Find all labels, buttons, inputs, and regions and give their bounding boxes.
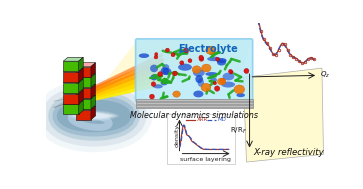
Ellipse shape xyxy=(236,93,245,97)
Polygon shape xyxy=(95,40,251,90)
Ellipse shape xyxy=(201,64,211,72)
Circle shape xyxy=(180,61,184,65)
Polygon shape xyxy=(91,95,95,109)
Ellipse shape xyxy=(234,85,245,94)
Text: R/R$_F$: R/R$_F$ xyxy=(231,125,247,136)
Polygon shape xyxy=(76,63,95,67)
Ellipse shape xyxy=(160,80,168,85)
Circle shape xyxy=(151,82,156,86)
Text: density: density xyxy=(175,124,180,147)
Ellipse shape xyxy=(153,84,163,88)
Text: X-ray reflectivity: X-ray reflectivity xyxy=(253,148,324,157)
Ellipse shape xyxy=(193,91,204,97)
Circle shape xyxy=(244,68,249,74)
FancyBboxPatch shape xyxy=(63,61,79,71)
Text: MD: MD xyxy=(218,117,227,122)
Ellipse shape xyxy=(205,72,218,76)
Ellipse shape xyxy=(162,64,169,70)
Circle shape xyxy=(220,78,225,84)
Text: surface layering: surface layering xyxy=(180,157,231,162)
Text: $Q_z$: $Q_z$ xyxy=(321,70,331,81)
FancyBboxPatch shape xyxy=(136,99,253,108)
Polygon shape xyxy=(79,100,83,114)
Circle shape xyxy=(154,55,158,59)
Ellipse shape xyxy=(163,68,171,75)
FancyBboxPatch shape xyxy=(76,67,91,77)
Text: XRR: XRR xyxy=(196,117,208,122)
Ellipse shape xyxy=(161,67,169,75)
Ellipse shape xyxy=(221,81,235,88)
Circle shape xyxy=(229,70,233,74)
Circle shape xyxy=(150,94,154,99)
Ellipse shape xyxy=(195,75,203,83)
Ellipse shape xyxy=(139,53,149,58)
Circle shape xyxy=(216,57,219,61)
Ellipse shape xyxy=(193,69,205,77)
FancyBboxPatch shape xyxy=(76,77,91,87)
Polygon shape xyxy=(63,68,83,72)
FancyBboxPatch shape xyxy=(63,104,79,114)
Polygon shape xyxy=(76,95,95,99)
Circle shape xyxy=(215,86,220,91)
Circle shape xyxy=(172,71,177,76)
Polygon shape xyxy=(79,57,83,71)
Polygon shape xyxy=(91,63,95,77)
FancyBboxPatch shape xyxy=(76,110,91,120)
Text: Electrolyte: Electrolyte xyxy=(178,44,238,54)
Polygon shape xyxy=(244,68,323,162)
Circle shape xyxy=(158,72,163,77)
Ellipse shape xyxy=(207,57,220,61)
Circle shape xyxy=(171,53,175,57)
FancyBboxPatch shape xyxy=(76,88,91,98)
FancyBboxPatch shape xyxy=(63,94,79,104)
Ellipse shape xyxy=(192,66,201,73)
Ellipse shape xyxy=(151,74,158,80)
Ellipse shape xyxy=(178,64,192,71)
Circle shape xyxy=(188,59,192,63)
Ellipse shape xyxy=(216,58,227,63)
FancyBboxPatch shape xyxy=(167,114,235,164)
Polygon shape xyxy=(63,79,83,83)
Circle shape xyxy=(199,56,204,61)
Ellipse shape xyxy=(205,46,215,54)
Polygon shape xyxy=(95,40,251,94)
Ellipse shape xyxy=(210,77,217,83)
Polygon shape xyxy=(79,90,83,104)
FancyBboxPatch shape xyxy=(63,83,79,93)
Circle shape xyxy=(213,81,216,85)
Ellipse shape xyxy=(201,83,211,91)
FancyBboxPatch shape xyxy=(136,39,253,102)
Circle shape xyxy=(229,69,232,73)
Ellipse shape xyxy=(217,59,226,66)
Polygon shape xyxy=(91,74,95,87)
Polygon shape xyxy=(63,90,83,94)
Ellipse shape xyxy=(178,50,189,54)
Polygon shape xyxy=(63,57,83,61)
Polygon shape xyxy=(63,100,83,104)
Circle shape xyxy=(155,53,158,56)
Polygon shape xyxy=(76,106,95,110)
Ellipse shape xyxy=(150,65,158,72)
Ellipse shape xyxy=(173,91,180,97)
Polygon shape xyxy=(79,68,83,82)
Circle shape xyxy=(199,55,203,60)
Polygon shape xyxy=(76,74,95,77)
Text: Molecular dynamics simulations: Molecular dynamics simulations xyxy=(130,111,258,120)
Circle shape xyxy=(184,48,189,53)
Polygon shape xyxy=(79,79,83,93)
Polygon shape xyxy=(76,84,95,88)
FancyBboxPatch shape xyxy=(76,99,91,109)
FancyBboxPatch shape xyxy=(63,72,79,82)
Polygon shape xyxy=(91,84,95,98)
Circle shape xyxy=(166,48,170,52)
Ellipse shape xyxy=(197,78,204,87)
Ellipse shape xyxy=(223,73,234,80)
Ellipse shape xyxy=(217,78,226,85)
Polygon shape xyxy=(91,106,95,120)
